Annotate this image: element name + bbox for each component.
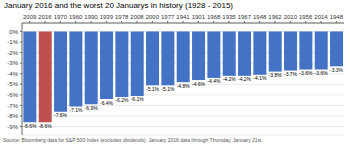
svg-text:-8.6%: -8.6% (39, 123, 53, 129)
svg-text:2008: 2008 (130, 14, 144, 20)
svg-text:1939: 1939 (100, 14, 114, 20)
svg-text:-5.1%: -5.1% (161, 86, 175, 92)
svg-text:-7.1%: -7.1% (69, 107, 83, 113)
svg-text:1977: 1977 (161, 14, 175, 20)
svg-text:2009: 2009 (23, 14, 37, 20)
svg-text:-6.9%: -6.9% (85, 105, 99, 111)
svg-text:-6%: -6% (8, 92, 19, 98)
svg-text:1901: 1901 (192, 14, 206, 20)
svg-text:1962: 1962 (268, 14, 282, 20)
svg-text:1948: 1948 (253, 14, 267, 20)
svg-text:-3%: -3% (8, 60, 19, 66)
svg-text:-3.6%: -3.6% (299, 70, 313, 76)
svg-text:-1%: -1% (8, 39, 19, 45)
svg-text:-7.6%: -7.6% (54, 112, 68, 118)
svg-text:1968: 1968 (207, 14, 221, 20)
svg-text:-4.6%: -4.6% (192, 81, 206, 87)
svg-text:1960: 1960 (69, 14, 83, 20)
html-text:Source: Bloomberg data for S&P: Source: Bloomberg data for S&P 500 Index… (3, 137, 263, 143)
svg-text:-2%: -2% (8, 50, 19, 56)
svg-text:-5%: -5% (8, 81, 19, 87)
svg-text:1956: 1956 (299, 14, 313, 20)
svg-text:-7%: -7% (8, 103, 19, 109)
svg-text:1941: 1941 (176, 14, 190, 20)
svg-text:-6.4%: -6.4% (100, 100, 114, 106)
svg-text:1967: 1967 (238, 14, 252, 20)
svg-text:-4.4%: -4.4% (207, 78, 221, 84)
svg-text:-4.2%: -4.2% (223, 76, 237, 82)
svg-text:-8%: -8% (8, 113, 19, 119)
svg-text:-5.1%: -5.1% (146, 86, 160, 92)
svg-text:-3.6%: -3.6% (315, 70, 329, 76)
svg-text:1990: 1990 (84, 14, 98, 20)
svg-text:-8.6%: -8.6% (23, 123, 37, 129)
svg-text:2014: 2014 (314, 14, 328, 20)
svg-text:1970: 1970 (54, 14, 68, 20)
svg-text:1948: 1948 (330, 14, 342, 20)
svg-text:-3.3%: -3.3% (330, 67, 342, 73)
svg-text:2010: 2010 (284, 14, 298, 20)
svg-text:-4.2%: -4.2% (238, 76, 252, 82)
svg-text:-3.7%: -3.7% (284, 71, 298, 77)
svg-text:-4.1%: -4.1% (253, 75, 267, 81)
svg-text:2016: 2016 (38, 14, 52, 20)
svg-text:-6.2%: -6.2% (115, 97, 129, 103)
svg-text:-9%: -9% (8, 124, 19, 130)
svg-text:1978: 1978 (115, 14, 129, 20)
svg-text:-4.8%: -4.8% (177, 83, 191, 89)
svg-text:1935: 1935 (222, 14, 236, 20)
svg-text:-3.8%: -3.8% (269, 72, 283, 78)
svg-text:-4%: -4% (8, 71, 19, 77)
html-text:January 2016 and the worst 20: January 2016 and the worst 20 Januarys i… (4, 1, 233, 10)
svg-text:2000: 2000 (146, 14, 160, 20)
svg-text:0%: 0% (9, 29, 18, 35)
svg-text:-6.1%: -6.1% (131, 96, 145, 102)
